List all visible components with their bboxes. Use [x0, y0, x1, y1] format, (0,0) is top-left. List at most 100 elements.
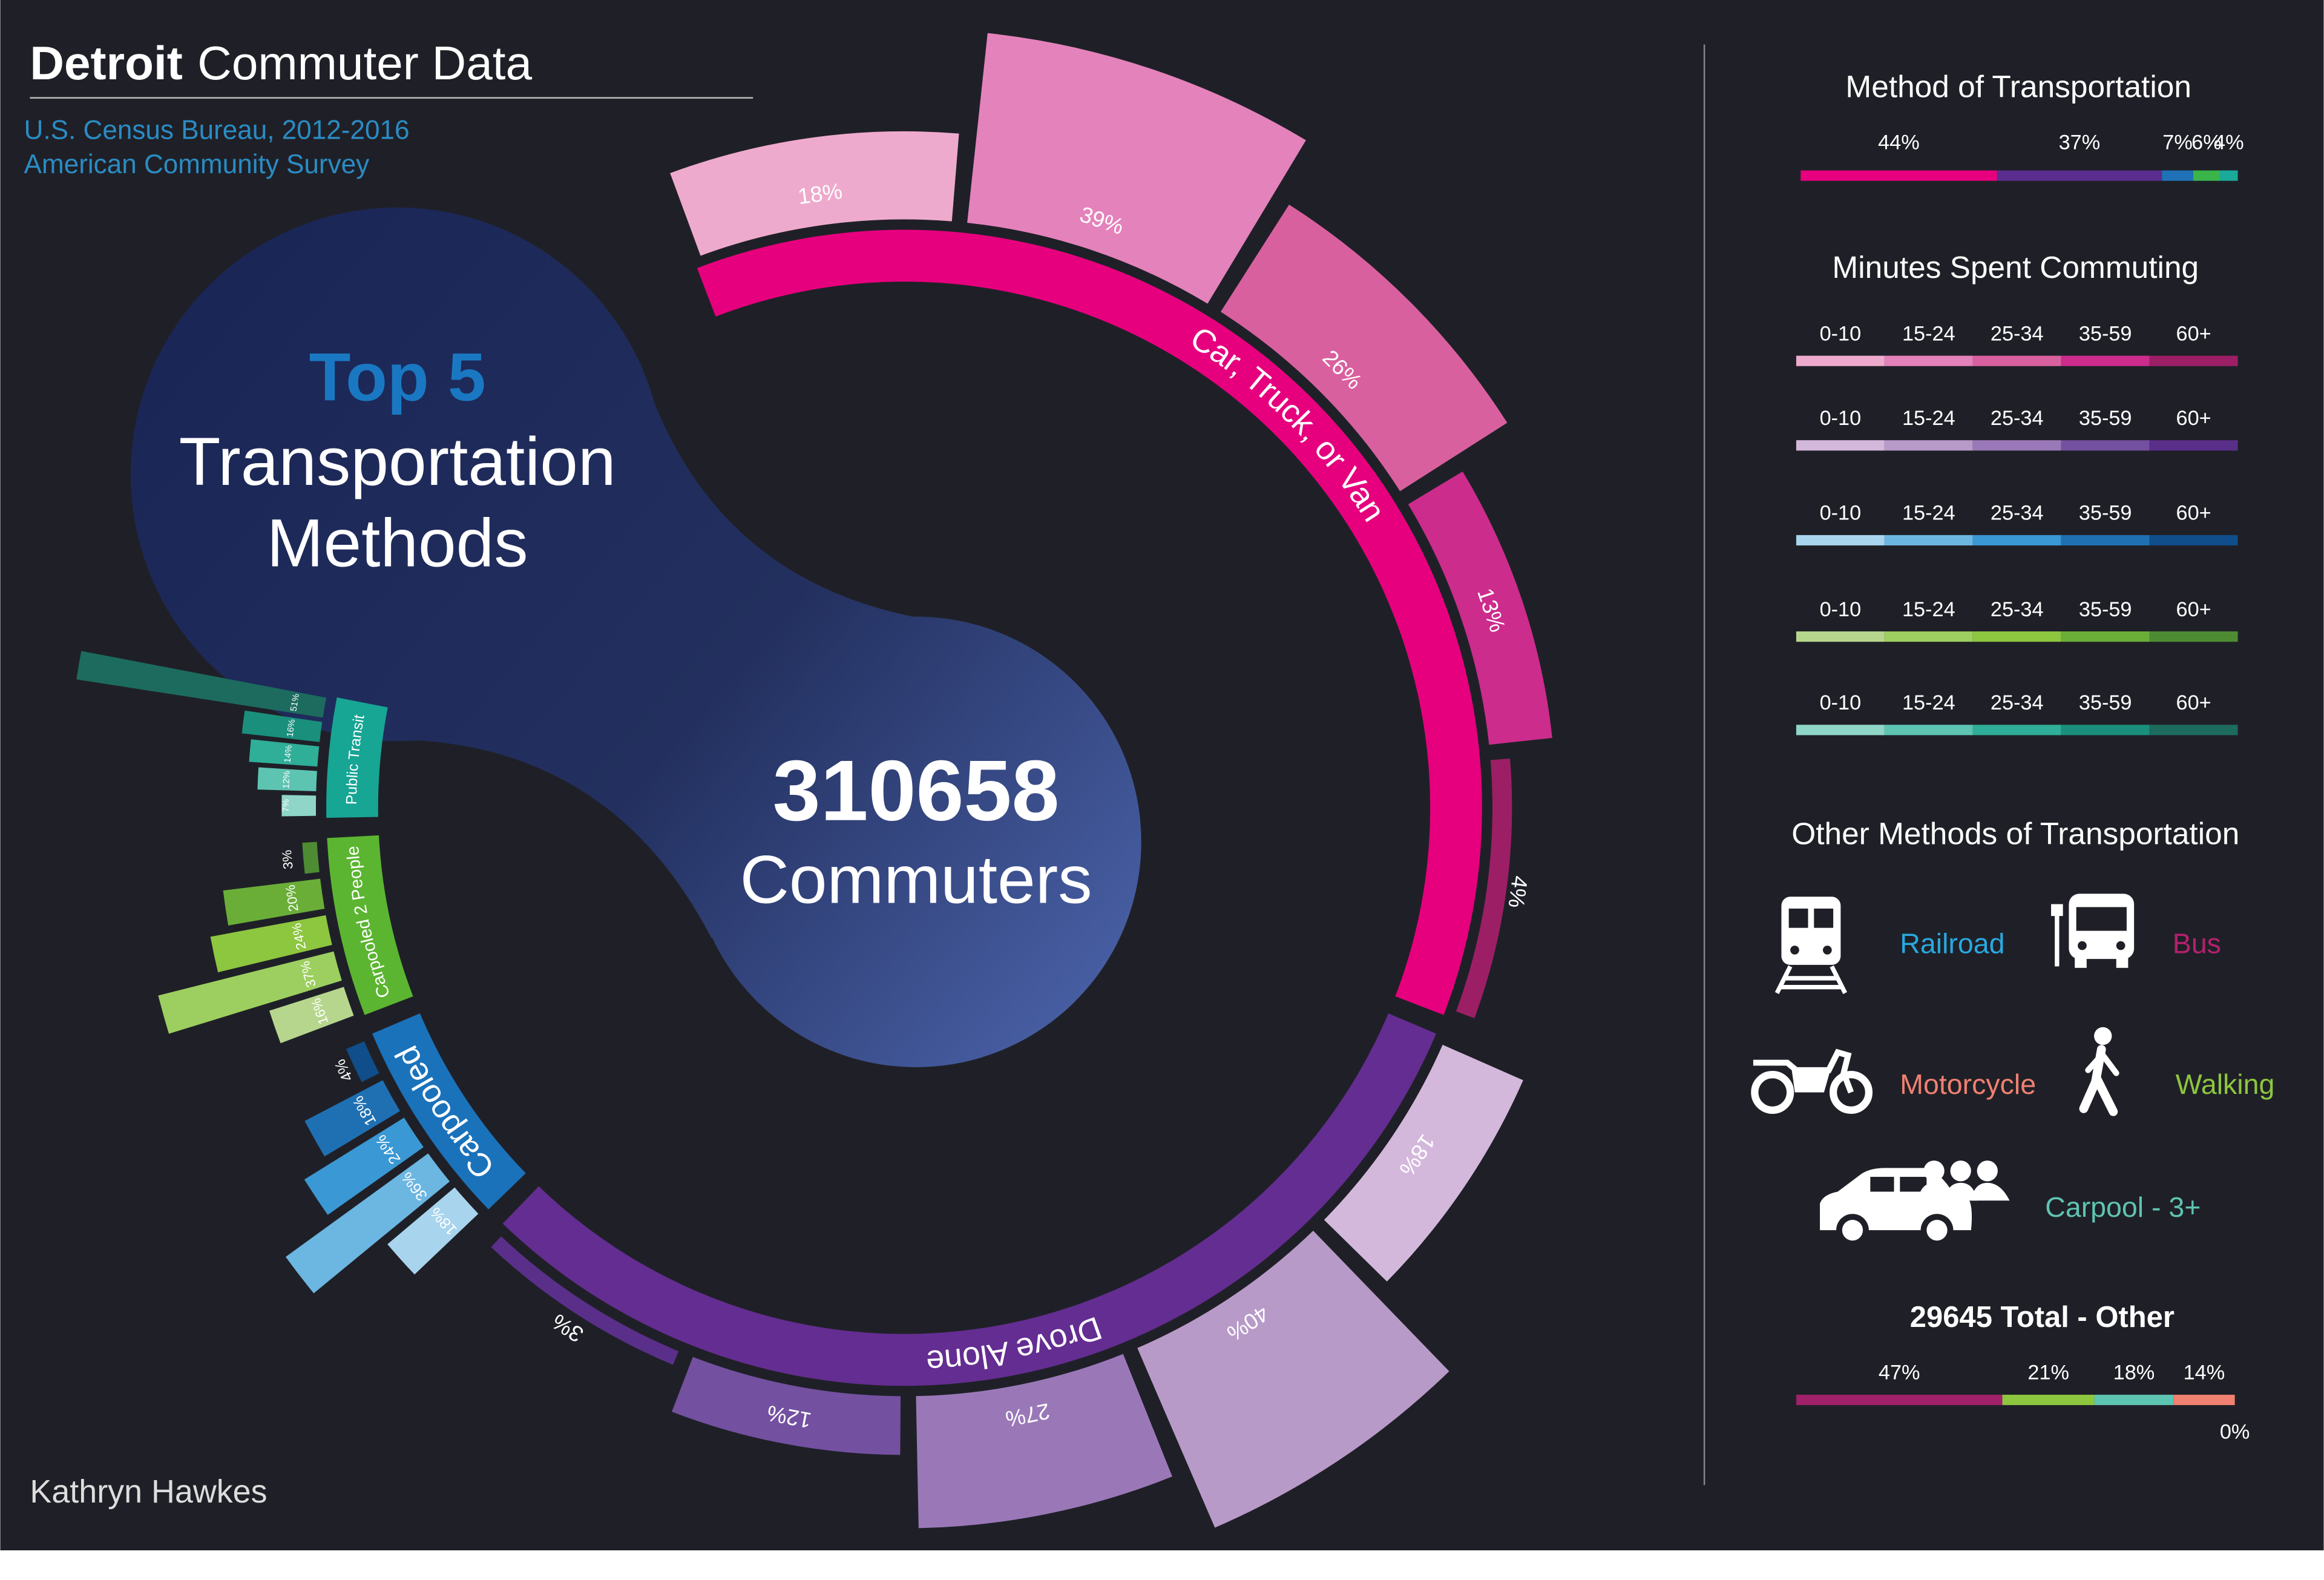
minutes-swatch	[1796, 535, 1885, 546]
minutes-swatch	[2061, 440, 2150, 451]
bar-label: 7%	[281, 799, 291, 812]
method-label: Bus	[2173, 927, 2221, 959]
stacked-segment	[2173, 1394, 2235, 1406]
center-blob	[130, 207, 1141, 1067]
minutes-label: 25-34	[1991, 407, 2044, 430]
duration-bar	[241, 710, 323, 742]
duration-bar	[670, 131, 959, 256]
bar-label: 4%	[1503, 874, 1532, 909]
title: Detroit Commuter Data	[30, 36, 532, 90]
segment-label: 21%	[2027, 1361, 2069, 1384]
segment-label: 47%	[1879, 1361, 1920, 1384]
group-ring	[697, 229, 1482, 1015]
duration-bar	[281, 795, 317, 817]
duration-bar	[1324, 1044, 1523, 1282]
minutes-swatch	[2149, 355, 2238, 366]
minutes-swatch	[1884, 631, 1973, 642]
minutes-swatch	[1884, 535, 1973, 546]
duration-bar	[491, 1236, 679, 1365]
minutes-swatch	[2061, 631, 2150, 642]
minutes-swatch	[2149, 631, 2238, 642]
blob-neck	[372, 363, 939, 938]
segment-label: 4%	[2214, 131, 2244, 154]
railroad-icon	[1774, 897, 1847, 995]
minutes-label: 25-34	[1991, 598, 2044, 621]
carpool-icon	[1820, 1160, 2010, 1247]
minutes-swatch	[2149, 440, 2238, 451]
center-line: Methods	[267, 505, 528, 581]
duration-bar	[257, 767, 317, 791]
center-heading: Top 5	[309, 338, 486, 415]
title-rest: Commuter Data	[197, 36, 532, 90]
minutes-label: 35-59	[2079, 691, 2132, 714]
segment-label: 14%	[2184, 1361, 2225, 1384]
method-label: Motorcycle	[1900, 1068, 2036, 1100]
source-line: American Community Survey	[24, 150, 370, 179]
minutes-swatch	[2061, 725, 2150, 736]
minutes-label: 35-59	[2079, 598, 2132, 621]
minutes-swatch	[2061, 355, 2150, 366]
bottom-strip	[0, 1550, 2324, 1580]
motorcycle-icon	[1751, 1048, 1873, 1114]
minutes-swatch	[1972, 535, 2061, 546]
minutes-swatch	[2149, 725, 2238, 736]
minutes-label: 60+	[2176, 598, 2211, 621]
method-label: Walking	[2176, 1068, 2275, 1100]
minutes-label: 0-10	[1820, 407, 1862, 430]
minutes-swatch	[1796, 440, 1885, 451]
segment-label: 18%	[2113, 1361, 2155, 1384]
duration-bar	[346, 1041, 379, 1082]
duration-bar	[302, 841, 320, 874]
duration-bar	[1220, 204, 1508, 492]
group-ring	[372, 1013, 526, 1210]
bar-label: 3%	[279, 849, 296, 870]
duration-bar	[916, 1354, 1172, 1529]
duration-bar	[1456, 758, 1512, 1018]
minutes-label: 0-10	[1820, 322, 1862, 345]
minutes-label: 0-10	[1820, 598, 1862, 621]
minutes-label: 0-10	[1820, 502, 1862, 525]
stacked-segment	[2002, 1394, 2095, 1406]
segment-label: 6%	[2191, 131, 2222, 154]
duration-bar	[285, 1153, 450, 1294]
walking-icon	[2079, 1027, 2119, 1116]
minutes-label: 0-10	[1820, 691, 1862, 714]
title-bold: Detroit	[30, 36, 182, 90]
segment-label: 44%	[1878, 131, 1920, 154]
group-ring	[502, 1013, 1436, 1386]
bar-label: 20%	[283, 884, 301, 912]
duration-bar	[967, 33, 1306, 304]
duration-bar	[1408, 471, 1552, 745]
minutes-swatch	[1972, 725, 2061, 736]
minutes-swatch	[1884, 355, 1973, 366]
minutes-label: 60+	[2176, 322, 2211, 345]
minutes-swatch	[2061, 535, 2150, 546]
minutes-label: 25-34	[1991, 691, 2044, 714]
minutes-label: 60+	[2176, 502, 2211, 525]
duration-bar	[1137, 1231, 1449, 1528]
duration-bar	[269, 987, 354, 1044]
minutes-label: 25-34	[1991, 502, 2044, 525]
duration-bar	[223, 878, 325, 926]
duration-bar	[249, 739, 320, 767]
minutes-swatch	[1972, 631, 2061, 642]
duration-bar	[210, 915, 332, 973]
minutes-swatch	[2149, 535, 2238, 546]
minutes-label: 60+	[2176, 691, 2211, 714]
center-line: Transportation	[179, 423, 616, 499]
source-line: U.S. Census Bureau, 2012-2016	[24, 116, 410, 145]
stacked-segment	[1997, 170, 2162, 181]
minutes-swatch	[1796, 631, 1885, 642]
method-label: Carpool - 3+	[2045, 1191, 2201, 1223]
segment-label: 0%	[2220, 1421, 2250, 1444]
stacked-segment	[2094, 1394, 2174, 1406]
minutes-swatch	[1972, 440, 2061, 451]
stacked-segment	[1800, 170, 1997, 181]
duration-bar	[304, 1118, 424, 1215]
minutes-label: 35-59	[2079, 407, 2132, 430]
bar-label: 12%	[281, 771, 292, 789]
minutes-label: 35-59	[2079, 322, 2132, 345]
minutes-swatch	[1796, 725, 1885, 736]
minutes-label: 15-24	[1902, 407, 1955, 430]
